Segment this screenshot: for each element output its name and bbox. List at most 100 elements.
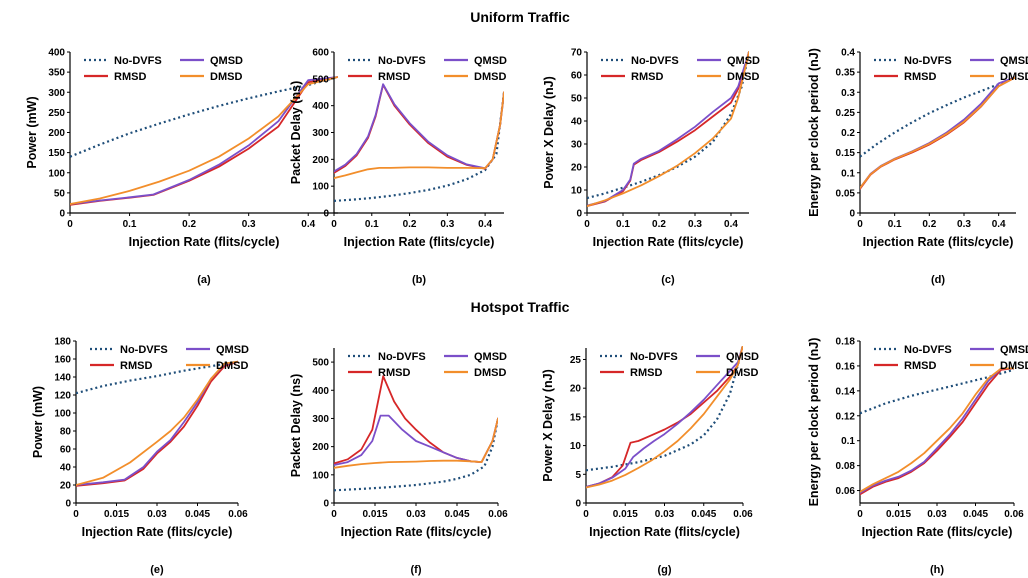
x-tick-label: 0 [583,509,589,520]
y-tick-label: 25 [570,355,582,366]
y-axis-label: Power (mW) [25,96,39,168]
x-axis-label: Injection Rate (flits/cycle) [593,235,744,249]
y-tick-label: 0.25 [836,108,856,119]
y-tick-label: 30 [571,140,583,151]
chart-panel-b: 0 100 200 300 400 500 600 0 0.1 0.2 0.3 0.4 Injectio… [289,48,507,287]
legend-label-rmsd: RMSD [630,367,662,379]
section-title-hotspot: Hotspot Traffic [471,299,570,315]
x-tick-label: 0.045 [691,509,716,520]
series-line-dmsd [334,417,498,469]
legend-label-no-dvfs: No-DVFS [631,55,679,67]
series-group [70,75,338,206]
y-tick-label: 10 [571,186,583,197]
series-line-dmsd [860,76,1016,189]
series-line-rmsd [76,360,238,487]
panel-label: (e) [150,564,164,576]
x-axis-label: Injection Rate (flits/cycle) [589,525,740,539]
legend-label-rmsd: RMSD [114,71,146,83]
x-tick-label: 0.06 [1004,509,1024,520]
legend-label-no-dvfs: No-DVFS [630,351,678,363]
y-tick-label: 0.12 [836,411,856,422]
x-axis-label: Injection Rate (flits/cycle) [344,235,495,249]
legend: No-DVFS QMSD RMSD DMSD [600,351,759,379]
chart-panel-d: 0 0.05 0.1 0.15 0.2 0.25 0.3 0.35 0.4 0 0.1 0.2 0.3 0… [807,48,1028,287]
y-tick-label: 80 [60,427,72,438]
series-line-qmsd [587,51,749,207]
legend-label-qmsd: QMSD [210,55,243,67]
x-tick-label: 0.1 [616,219,630,230]
legend-label-dmsd: DMSD [474,367,506,379]
x-tick-label: 0 [857,509,863,520]
legend-label-dmsd: DMSD [1000,71,1028,83]
y-tick-label: 50 [54,188,66,199]
x-tick-label: 0.045 [963,509,988,520]
y-tick-label: 200 [312,442,329,453]
series-line-no-dvfs [860,368,1014,415]
series-group [860,75,1016,190]
legend-label-dmsd: DMSD [726,367,758,379]
y-tick-label: 0.05 [836,188,856,199]
legend-label-no-dvfs: No-DVFS [378,55,426,67]
x-tick-label: 0.015 [362,509,387,520]
x-tick-label: 0.1 [123,219,137,230]
x-tick-label: 0.03 [655,509,675,520]
chart-panel-e: 0 20 40 60 80 100 120 140 160 180 0 0.015 0.03 0.045 0… [31,337,249,577]
y-tick-label: 15 [570,412,582,423]
chart-panel-g: 0 5 10 15 20 25 0 0.015 0.03 0.045 0.06 Injection R… [541,346,759,576]
legend-label-no-dvfs: No-DVFS [120,344,168,356]
chart-panel-h: 0.06 0.08 0.1 0.12 0.14 0.16 0.18 0 0.015 0.03 0.0… [807,337,1028,577]
x-tick-label: 0.2 [922,219,936,230]
y-tick-label: 40 [571,117,583,128]
y-axis-label: Power X Delay (nJ) [541,369,555,482]
x-tick-label: 0.015 [104,509,129,520]
y-tick-label: 0 [65,499,71,510]
x-tick-label: 0.06 [733,509,753,520]
y-tick-label: 0.06 [836,486,856,497]
x-tick-label: 0.03 [927,509,947,520]
x-axis-label: Injection Rate (flits/cycle) [863,235,1014,249]
x-tick-label: 0.4 [992,219,1006,230]
series-line-qmsd [334,83,504,173]
y-axis-label: Packet Delay (ns) [289,374,303,478]
x-tick-label: 0.045 [444,509,469,520]
panel-label: (h) [930,564,944,576]
x-tick-label: 0.03 [147,509,167,520]
y-tick-label: 0.3 [841,88,855,99]
legend-label-no-dvfs: No-DVFS [378,351,426,363]
x-tick-label: 0.03 [406,509,426,520]
legend-label-dmsd: DMSD [210,71,242,83]
y-tick-label: 600 [312,48,329,59]
series-group [334,83,504,202]
x-tick-label: 0.3 [688,219,702,230]
y-axis-label: Packet Delay (ns) [289,81,303,185]
legend: No-DVFS QMSD RMSD DMSD [874,55,1028,83]
series-line-no-dvfs [860,75,1016,158]
y-tick-label: 300 [48,88,65,99]
x-tick-label: 0.015 [613,509,638,520]
legend: No-DVFS QMSD RMSD DMSD [601,55,760,83]
y-tick-label: 0.1 [841,436,855,447]
legend-label-no-dvfs: No-DVFS [904,55,952,67]
panel-label: (f) [411,564,422,576]
y-tick-label: 200 [48,128,65,139]
series-line-dmsd [70,76,338,206]
legend-label-rmsd: RMSD [904,360,936,372]
x-tick-label: 0.015 [886,509,911,520]
y-tick-label: 0.35 [836,68,856,79]
legend-label-rmsd: RMSD [904,71,936,83]
series-line-qmsd [76,360,238,486]
x-tick-label: 0.06 [488,509,508,520]
legend-label-qmsd: QMSD [474,351,507,363]
series-line-qmsd [586,346,743,488]
y-tick-label: 400 [312,101,329,112]
legend-label-qmsd: QMSD [474,55,507,67]
y-tick-label: 500 [312,74,329,85]
y-tick-label: 500 [312,358,329,369]
y-tick-label: 160 [54,355,71,366]
legend: No-DVFS QMSD RMSD DMSD [874,344,1028,372]
y-tick-label: 60 [60,445,72,456]
y-axis-label: Energy per clock period (nJ) [807,48,821,217]
y-tick-label: 60 [571,71,583,82]
